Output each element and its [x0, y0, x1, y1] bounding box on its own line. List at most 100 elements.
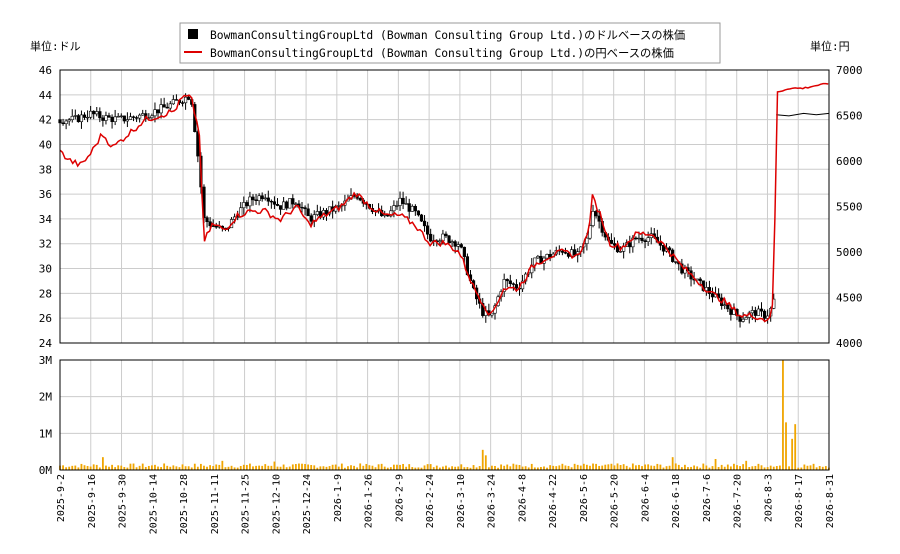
- volume-bar: [815, 467, 818, 470]
- volume-bar: [417, 467, 420, 470]
- volume-bar: [674, 463, 677, 470]
- volume-panel-frame: [59, 359, 830, 471]
- volume-bar: [607, 464, 610, 470]
- candle-body: [269, 200, 273, 203]
- volume-bar: [751, 466, 754, 470]
- volume-bar: [307, 464, 310, 470]
- volume-bar: [92, 464, 95, 470]
- usd-price-line: [776, 112, 830, 117]
- candle-body: [508, 280, 512, 285]
- candle-body: [588, 225, 592, 239]
- candle-body: [585, 237, 589, 244]
- volume-bar: [794, 424, 797, 470]
- volume-bar: [129, 463, 132, 470]
- volume-bar: [442, 466, 444, 470]
- volume-bar: [193, 463, 196, 470]
- candle-body: [64, 120, 68, 125]
- candle-body: [183, 96, 188, 104]
- volume-bar: [267, 465, 270, 470]
- right-tick-label: 7000: [836, 64, 863, 77]
- usd-price-candles: [58, 93, 776, 328]
- volume-tick-label: 3M: [39, 354, 53, 367]
- candle-body: [168, 103, 172, 109]
- candle-body: [444, 233, 448, 237]
- volume-bar: [230, 465, 233, 470]
- volume-bar: [592, 463, 594, 470]
- candle-body: [285, 201, 289, 209]
- candle-body: [640, 237, 644, 241]
- candle-body: [762, 310, 767, 319]
- volume-bar: [733, 463, 735, 470]
- candle-body: [278, 205, 283, 210]
- volume-bar: [812, 463, 815, 470]
- candle-body: [110, 116, 114, 123]
- volume-bar: [261, 465, 264, 470]
- candle-body: [119, 115, 123, 118]
- candle-body: [759, 308, 764, 312]
- volume-bar: [157, 466, 159, 470]
- x-tick-label: 2025-10-14: [148, 474, 159, 534]
- right-tick-label: 5500: [836, 201, 863, 214]
- candle-body: [138, 114, 142, 119]
- volume-bar: [123, 467, 126, 470]
- volume-bar: [172, 465, 175, 470]
- x-tick-label: 2026-3-24: [487, 474, 498, 528]
- right-axis-label: 単位:円: [810, 39, 850, 53]
- volume-bar: [717, 466, 720, 470]
- left-tick-label: 40: [39, 138, 52, 151]
- candle-body: [744, 317, 748, 320]
- volume-bar: [160, 467, 162, 470]
- volume-bar: [212, 466, 215, 470]
- volume-bar: [687, 467, 689, 470]
- candle-body: [563, 252, 568, 254]
- volume-bar: [80, 463, 83, 470]
- volume-bar: [154, 464, 156, 470]
- volume-bar: [589, 465, 591, 470]
- candle-body: [502, 279, 506, 292]
- candle-body: [741, 318, 745, 322]
- candle-body: [520, 280, 525, 290]
- candle-body: [73, 115, 77, 117]
- candle-body: [150, 115, 154, 119]
- candle-body: [162, 104, 166, 108]
- legend-entry-usd: BowmanConsultingGroupLtd (Bowman Consult…: [210, 28, 685, 42]
- volume-bar: [389, 467, 392, 470]
- volume-bar: [337, 466, 340, 470]
- candle-body: [447, 235, 451, 243]
- candle-body: [389, 210, 393, 217]
- x-tick-label: 2025-9-16: [87, 474, 98, 528]
- candle-body: [410, 205, 414, 212]
- volume-bar: [530, 463, 533, 470]
- candle-body: [643, 240, 647, 243]
- legend: BowmanConsultingGroupLtd (Bowman Consult…: [179, 22, 721, 64]
- volume-bar: [454, 466, 457, 470]
- volume-bar: [328, 466, 331, 470]
- volume-bar: [408, 464, 411, 470]
- volume-bar: [469, 467, 472, 470]
- volume-bar: [595, 463, 597, 470]
- volume-bar: [552, 465, 555, 470]
- candle-body: [104, 115, 108, 121]
- candle-body: [404, 203, 408, 205]
- candle-body: [306, 208, 310, 217]
- volume-bar: [273, 461, 276, 470]
- volume-bar: [708, 467, 711, 470]
- volume-bar: [166, 465, 169, 470]
- volume-bar: [806, 465, 809, 470]
- volume-bar: [521, 466, 524, 470]
- candle-body: [242, 202, 246, 209]
- volume-bar: [803, 464, 806, 470]
- volume-bar: [86, 465, 89, 470]
- volume-tick-label: 1M: [39, 427, 53, 440]
- volume-bar: [585, 464, 588, 470]
- volume-bar: [760, 465, 763, 470]
- candle-body: [257, 195, 261, 201]
- candle-body: [398, 197, 402, 206]
- candle-body: [698, 278, 702, 282]
- candle-body: [291, 198, 295, 205]
- volume-bar: [684, 464, 686, 470]
- candle-body: [661, 245, 666, 252]
- volume-bar: [720, 464, 723, 470]
- x-tick-label: 2026-8-31: [825, 474, 836, 528]
